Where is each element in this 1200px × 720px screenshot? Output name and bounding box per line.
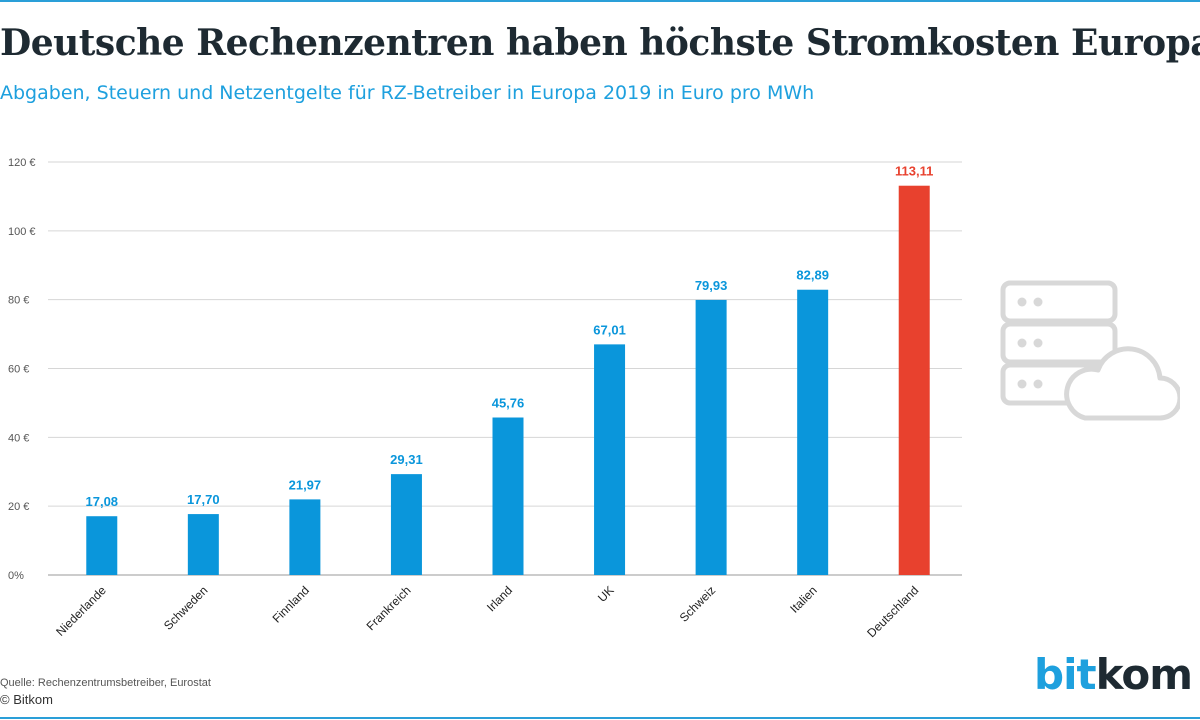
bar xyxy=(594,344,626,575)
chart-subtitle: Abgaben, Steuern und Netzentgelte für RZ… xyxy=(0,82,815,104)
x-tick-label: Italien xyxy=(787,583,820,616)
source-note: Quelle: Rechenzentrumsbetreiber, Eurosta… xyxy=(0,677,211,689)
data-label: 79,93 xyxy=(695,278,728,293)
y-tick-label: 100 € xyxy=(8,226,36,238)
y-tick-label: 40 € xyxy=(8,432,29,444)
x-tick-label: Frankreich xyxy=(364,583,414,633)
x-tick-label: UK xyxy=(595,583,617,605)
copyright-note: © Bitkom xyxy=(0,692,53,707)
bar xyxy=(695,299,727,575)
x-tick-label: Irland xyxy=(484,583,515,614)
bar xyxy=(187,514,219,575)
x-tick-label: Schweiz xyxy=(677,583,718,624)
data-label: 17,08 xyxy=(86,494,119,509)
data-label: 82,89 xyxy=(796,268,829,283)
data-label: 17,70 xyxy=(187,492,220,507)
x-tick-label: Schweden xyxy=(161,583,211,633)
data-label: 67,01 xyxy=(593,322,626,337)
top-rule xyxy=(0,0,1200,2)
bar-chart: 0% 20 € 40 € 60 € 80 € 100 € 120 € 17,08 Niederl… xyxy=(8,157,962,640)
x-tick-label: Deutschland xyxy=(864,583,921,640)
data-label: 29,31 xyxy=(390,452,423,467)
bitkom-logo: bitkom xyxy=(1034,650,1193,699)
bottom-rule xyxy=(0,717,1200,719)
bar xyxy=(390,474,422,575)
y-tick-label: 80 € xyxy=(8,295,29,307)
y-tick-label: 120 € xyxy=(8,157,36,169)
x-tick-label: Niederlande xyxy=(53,583,109,639)
data-label: 113,11 xyxy=(895,164,933,179)
data-label: 21,97 xyxy=(289,477,322,492)
bar xyxy=(797,289,829,575)
x-tick-label: Finnland xyxy=(270,583,312,625)
logo-part-bit: bit xyxy=(1034,650,1097,699)
bar xyxy=(86,516,118,575)
server-cloud-icon xyxy=(995,280,1183,429)
logo-part-kom: kom xyxy=(1095,650,1193,699)
y-tick-label: 0% xyxy=(8,570,24,582)
chart-title: Deutsche Rechenzentren haben höchste Str… xyxy=(0,22,1200,64)
bar xyxy=(492,417,524,575)
data-label: 45,76 xyxy=(492,396,525,411)
bar xyxy=(289,499,321,575)
y-tick-label: 20 € xyxy=(8,501,29,513)
y-tick-label: 60 € xyxy=(8,364,29,376)
bar xyxy=(898,185,930,576)
